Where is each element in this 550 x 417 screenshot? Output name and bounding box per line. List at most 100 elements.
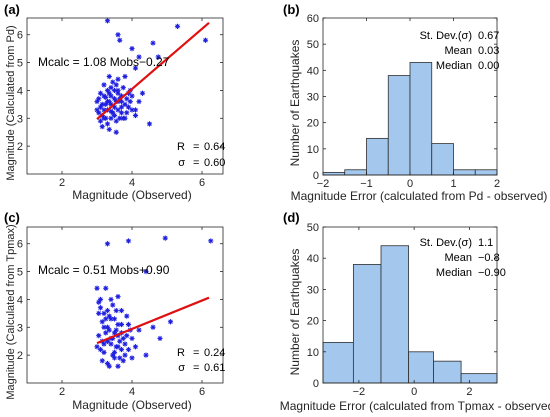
panel-label-a: (a): [4, 2, 20, 17]
data-point-c-2: [97, 346, 104, 353]
data-point-a-63: [113, 82, 119, 88]
data-point-a-41: [104, 98, 111, 105]
data-point-a-77: [202, 37, 209, 43]
data-point-c-6: [104, 338, 111, 344]
data-point-a-47: [115, 90, 121, 96]
x-axis-label-d: Magnitude Error (calculated from Tpmax -…: [280, 399, 550, 413]
bar-d-4: [433, 360, 462, 384]
data-point-a-59: [103, 94, 109, 100]
stat-label-b-median: Median: [436, 60, 472, 72]
stat-value-a-sigma: 0.60: [204, 157, 225, 169]
data-point-a-53: [94, 107, 100, 113]
data-point-a-60: [115, 76, 121, 82]
panel-b: (b) Number of Earthquakes Magnitude Erro…: [283, 2, 547, 203]
x-axis-label-c: Magnitude (Observed): [72, 398, 191, 412]
data-point-a-12: [115, 107, 121, 113]
data-point-c-69: [208, 238, 214, 244]
data-point-c-26: [108, 341, 114, 347]
data-point-c-35: [129, 335, 135, 342]
bar-b-3: [387, 75, 411, 176]
stat-label-c-r: R: [177, 347, 185, 359]
data-point-a-73: [136, 54, 142, 60]
data-point-c-51: [108, 296, 114, 303]
x-tick-label-a-2: 6: [199, 177, 205, 189]
stat-equals-a-r: =: [193, 141, 199, 153]
y-tick-label-a-3: 5: [17, 58, 23, 70]
y-tick-label-d-1: 10: [307, 347, 319, 359]
data-point-c-50: [113, 344, 119, 350]
data-point-c-63: [157, 335, 163, 342]
data-point-a-15: [120, 85, 126, 91]
stat-label-d-std: St. Dev.(σ): [420, 237, 472, 249]
data-point-c-20: [129, 355, 135, 361]
stat-value-a-r: 0.64: [204, 141, 225, 153]
data-point-c-55: [132, 344, 139, 350]
bar-b-7: [474, 169, 498, 176]
x-tick-label-a-1: 4: [129, 177, 135, 189]
y-tick-label-b-1: 10: [307, 144, 319, 156]
data-point-a-76: [174, 23, 181, 29]
stat-equals-c-r: =: [193, 347, 199, 359]
data-point-a-34: [125, 104, 132, 110]
stat-value-d-std: 1.1: [478, 237, 493, 249]
stat-label-d-median: Median: [436, 267, 472, 279]
x-tick-label-c-0: 2: [59, 386, 65, 398]
data-point-a-43: [111, 96, 118, 102]
data-point-a-72: [129, 46, 135, 52]
stat-label-d-mean: Mean: [444, 252, 472, 264]
data-point-a-70: [115, 32, 121, 38]
data-point-c-61: [143, 352, 149, 358]
x-tick-label-b-3: 1: [450, 178, 456, 190]
stat-value-c-r: 0.24: [204, 347, 225, 359]
data-point-c-37: [106, 327, 112, 333]
data-point-c-56: [124, 333, 130, 339]
data-point-c-23: [101, 349, 107, 355]
bar-d-2: [380, 245, 410, 384]
data-point-a-69: [104, 18, 111, 24]
data-point-c-15: [120, 335, 126, 342]
plot-area-c: 2 4 6 2 3 4 5 6: [17, 226, 224, 398]
data-point-a-1: [96, 110, 102, 116]
y-tick-label-d-5: 50: [307, 222, 319, 234]
data-point-a-35: [129, 93, 135, 99]
data-point-a-7: [106, 90, 112, 96]
data-point-a-21: [96, 96, 102, 102]
data-point-c-25: [104, 360, 111, 367]
x-tick-label-d-1: 0: [411, 386, 417, 398]
data-point-a-67: [139, 90, 146, 96]
data-point-c-49: [106, 313, 112, 319]
y-tick-label-b-5: 50: [307, 39, 319, 51]
stat-label-b-std: St. Dev.(σ): [420, 30, 472, 42]
data-point-c-33: [122, 341, 128, 347]
y-tick-label-b-6: 60: [307, 13, 319, 25]
data-point-a-54: [101, 115, 107, 121]
data-point-a-78: [132, 65, 139, 71]
data-point-c-46: [104, 324, 111, 330]
data-point-a-75: [155, 54, 161, 60]
data-point-a-14: [118, 104, 125, 110]
data-point-c-68: [162, 235, 168, 241]
stat-equals-a-sigma: =: [193, 157, 199, 169]
data-point-c-13: [117, 355, 123, 361]
x-tick-label-c-1: 4: [129, 386, 135, 398]
x-tick-label-a-0: 2: [59, 177, 65, 189]
data-point-c-41: [104, 307, 111, 314]
data-point-a-29: [113, 118, 119, 124]
data-point-a-24: [103, 101, 109, 107]
data-point-c-40: [101, 341, 107, 347]
panel-label-d: (d): [283, 210, 300, 225]
bar-b-4: [409, 62, 433, 176]
bar-b-1: [344, 169, 367, 176]
plot-frame-c: [26, 226, 224, 384]
stat-value-d-mean: −0.8: [478, 252, 500, 264]
bar-b-5: [431, 143, 454, 176]
panel-c: (c) Magnitude (Calculated from Tpmax) Ma…: [4, 210, 225, 412]
y-tick-label-d-0: 0: [313, 378, 319, 390]
data-point-c-21: [96, 333, 102, 339]
panel-d: (d) Number of Earthquakes Magnitude Erro…: [280, 210, 550, 413]
data-point-a-50: [113, 129, 119, 135]
y-tick-label-c-3: 5: [17, 267, 23, 279]
x-tick-label-b-1: −1: [360, 178, 373, 190]
y-tick-label-a-2: 4: [17, 85, 23, 97]
x-tick-label-b-2: 0: [407, 178, 413, 190]
